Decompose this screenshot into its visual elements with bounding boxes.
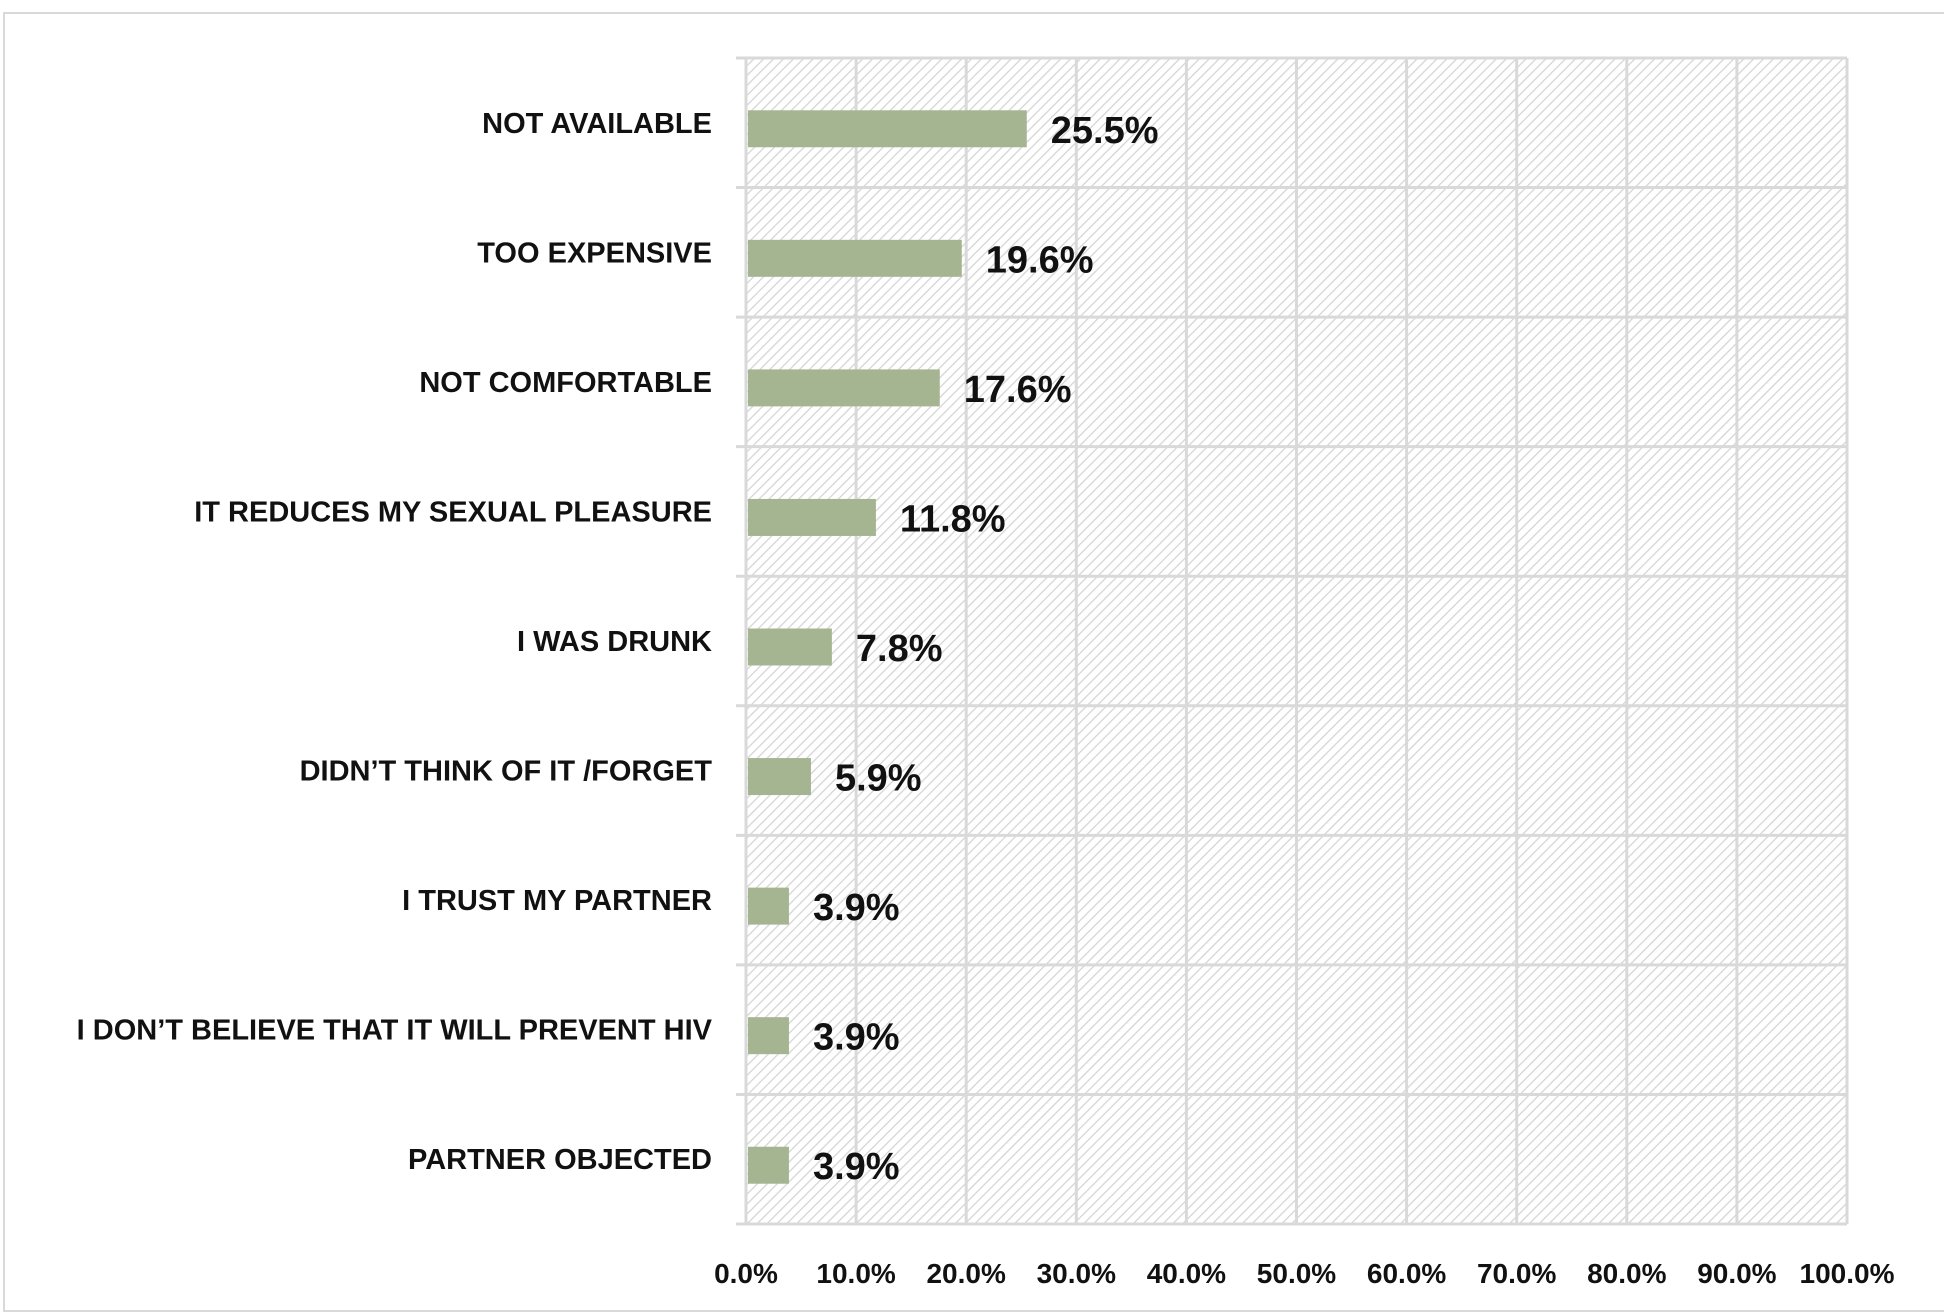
data-label: 25.5% [1051,110,1159,152]
bar [748,887,789,925]
bar [748,498,876,536]
x-tick-label: 50.0% [1257,1258,1336,1288]
category-label: I DON’T BELIEVE THAT IT WILL PREVENT HIV [77,1015,713,1047]
category-label: DIDN’T THINK OF IT /FORGET [300,756,713,788]
category-label: TOO EXPENSIVE [477,237,712,269]
x-tick-label: 10.0% [816,1258,895,1288]
bar [748,369,940,407]
data-label: 19.6% [986,239,1094,281]
category-label: IT REDUCES MY SEXUAL PLEASURE [194,496,712,528]
bar [748,1017,789,1055]
x-tick-label: 0.0% [714,1258,778,1288]
data-label: 5.9% [835,758,922,800]
x-tick-label: 60.0% [1367,1258,1446,1288]
category-label: I WAS DRUNK [517,626,712,658]
category-label: PARTNER OBJECTED [408,1144,712,1176]
bar [748,110,1027,148]
bar [748,758,811,796]
data-label: 3.9% [813,1017,900,1059]
data-label: 17.6% [964,369,1072,411]
x-tick-label: 100.0% [1800,1258,1895,1288]
x-tick-label: 40.0% [1147,1258,1226,1288]
data-label: 3.9% [813,1146,900,1188]
data-label: 7.8% [856,628,943,670]
category-label: NOT COMFORTABLE [419,367,712,399]
bar [748,239,962,277]
x-tick-label: 90.0% [1697,1258,1776,1288]
x-tick-label: 80.0% [1587,1258,1666,1288]
x-tick-label: 70.0% [1477,1258,1556,1288]
x-tick-label: 30.0% [1037,1258,1116,1288]
bar [748,1146,789,1184]
x-tick-label: 20.0% [926,1258,1005,1288]
category-label: NOT AVAILABLE [482,108,712,140]
data-label: 3.9% [813,887,900,929]
bar [748,628,832,666]
data-label: 11.8% [900,498,1006,540]
category-label: I TRUST MY PARTNER [402,885,712,917]
